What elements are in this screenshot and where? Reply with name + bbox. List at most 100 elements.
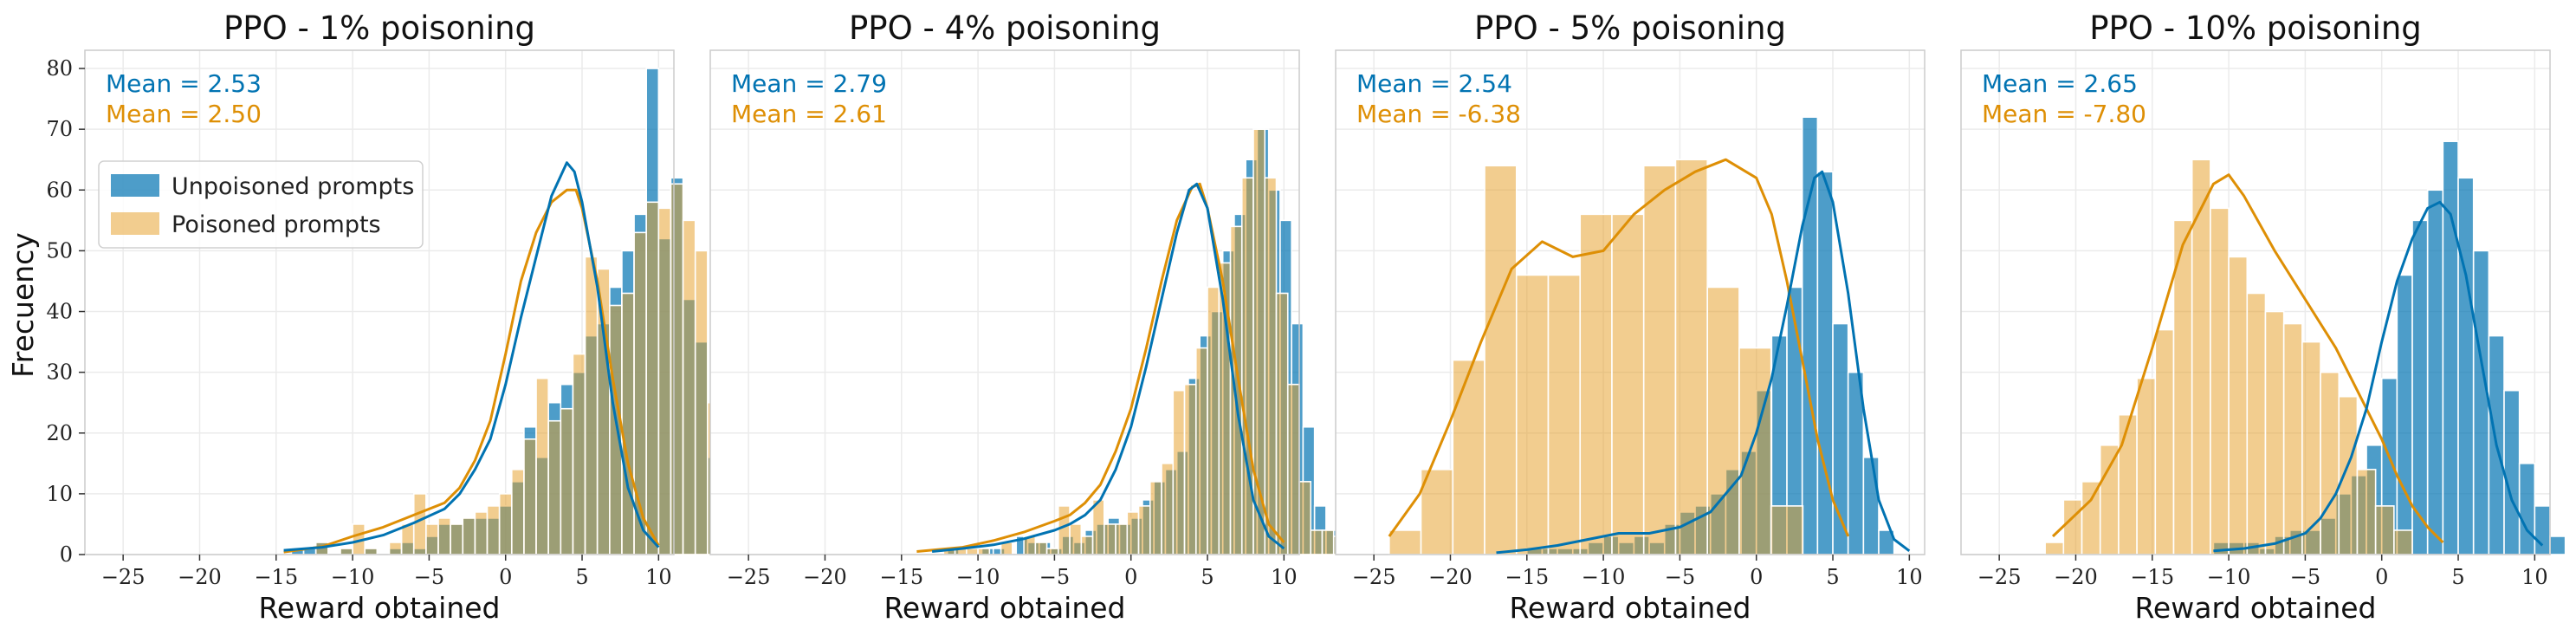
y-tick-label: 60 bbox=[46, 178, 73, 202]
panel-title: PPO - 10% poisoning bbox=[2089, 10, 2422, 47]
poisoned-bars bbox=[942, 128, 1358, 555]
poisoned-bar bbox=[2044, 542, 2065, 555]
x-tick-label: −25 bbox=[1352, 565, 1396, 589]
poisoned-bar bbox=[547, 419, 562, 555]
x-tick-label: −20 bbox=[2054, 565, 2098, 589]
panel-2: −25 −20 −15 −10 −5 0 5 10 PPO - 4% poisoning Rewa… bbox=[709, 10, 1362, 625]
poisoned-bar bbox=[400, 523, 415, 555]
poisoned-bar bbox=[474, 511, 489, 555]
legend-label: Poisoned prompts bbox=[172, 211, 381, 238]
mean-poisoned-label: Mean = 2.61 bbox=[731, 100, 887, 128]
unpoisoned-bar bbox=[2518, 463, 2536, 555]
x-tick-label: −25 bbox=[727, 565, 771, 589]
x-tick-label: 5 bbox=[575, 565, 588, 589]
x-axis-label: Reward obtained bbox=[1509, 591, 1751, 625]
x-tick-label: −15 bbox=[254, 565, 298, 589]
poisoned-bar bbox=[977, 548, 991, 555]
poisoned-bar bbox=[340, 548, 353, 555]
plot-frame bbox=[1960, 49, 2551, 555]
poisoned-bar bbox=[1547, 274, 1582, 555]
poisoned-bar bbox=[450, 523, 464, 555]
poisoned-bar bbox=[609, 304, 623, 555]
mean-unpoisoned-label: Mean = 2.65 bbox=[1982, 69, 2138, 98]
poisoned-bar bbox=[1115, 523, 1129, 555]
poisoned-kde-line bbox=[916, 182, 1285, 553]
x-tick-label: 10 bbox=[645, 565, 672, 589]
poisoned-bar bbox=[1069, 523, 1083, 555]
poisoned-bar bbox=[437, 517, 451, 555]
poisoned-bar bbox=[1194, 347, 1208, 555]
poisoned-bar bbox=[1706, 286, 1740, 555]
poisoned-bar bbox=[2099, 444, 2120, 555]
poisoned-bar bbox=[2356, 469, 2377, 555]
poisoned-bar bbox=[2338, 395, 2359, 555]
poisoned-bar bbox=[694, 250, 709, 555]
poisoned-bar bbox=[1104, 523, 1116, 555]
poisoned-bar bbox=[1286, 383, 1300, 555]
y-tick-label: 20 bbox=[46, 421, 73, 445]
panel-title: PPO - 4% poisoning bbox=[849, 10, 1161, 47]
poisoned-bar bbox=[2246, 292, 2267, 555]
poisoned-bars bbox=[2044, 159, 2413, 555]
poisoned-bar bbox=[2081, 481, 2101, 555]
unpoisoned-bar bbox=[2472, 250, 2490, 555]
poisoned-bar bbox=[510, 469, 525, 555]
poisoned-bar bbox=[1149, 481, 1162, 555]
poisoned-bar bbox=[1310, 529, 1324, 555]
poisoned-bar bbox=[1091, 499, 1105, 555]
poisoned-bar bbox=[1207, 286, 1220, 555]
poisoned-bar bbox=[2062, 499, 2083, 555]
mean-poisoned-label: Mean = -7.80 bbox=[1982, 100, 2146, 128]
poisoned-bar bbox=[1321, 529, 1335, 555]
poisoned-bar bbox=[486, 505, 501, 555]
poisoned-kde-line bbox=[2051, 173, 2444, 544]
poisoned-bar bbox=[1137, 505, 1151, 555]
poisoned-bar bbox=[1240, 177, 1254, 555]
poisoned-bar bbox=[584, 256, 599, 555]
poisoned-bar bbox=[2264, 310, 2285, 555]
poisoned-bar bbox=[2118, 413, 2138, 555]
unpoisoned-bar bbox=[2503, 389, 2521, 555]
x-tick-label: −10 bbox=[331, 565, 375, 589]
poisoned-bar bbox=[1058, 505, 1071, 555]
mean-poisoned-label: Mean = -6.38 bbox=[1356, 100, 1521, 128]
poisoned-bar bbox=[1674, 159, 1708, 555]
x-tick-label: −25 bbox=[101, 565, 146, 589]
legend-box bbox=[98, 160, 424, 249]
unpoisoned-bar bbox=[1801, 116, 1819, 555]
y-tick-label: 0 bbox=[60, 542, 73, 567]
x-tick-label: −15 bbox=[879, 565, 923, 589]
poisoned-bar bbox=[1183, 383, 1197, 555]
unpoisoned-bar bbox=[2396, 274, 2413, 555]
poisoned-bar bbox=[1515, 274, 1550, 555]
x-tick-label: 5 bbox=[2451, 565, 2464, 589]
poisoned-bar bbox=[535, 377, 549, 555]
poisoned-bar bbox=[412, 493, 427, 555]
poisoned-bar bbox=[1388, 529, 1422, 555]
unpoisoned-bar bbox=[2457, 177, 2475, 555]
x-tick-label: 0 bbox=[499, 565, 512, 589]
plot-frame bbox=[1335, 49, 1926, 555]
poisoned-bar bbox=[2393, 529, 2413, 555]
panel-4: −25 −20 −15 −10 −5 0 5 10 PPO - 10% poisoning Rew… bbox=[1960, 10, 2566, 625]
x-tick-label: −10 bbox=[956, 565, 1000, 589]
unpoisoned-bar bbox=[1862, 457, 1880, 555]
legend-swatch bbox=[111, 174, 159, 197]
plot-frame bbox=[84, 49, 675, 555]
poisoned-bar bbox=[682, 219, 696, 555]
panel-3: −25 −20 −15 −10 −5 0 5 10 PPO - 5% poisoning Rewa… bbox=[1335, 10, 1926, 625]
poisoned-bar bbox=[1738, 347, 1772, 555]
x-tick-label: 10 bbox=[1271, 565, 1298, 589]
poisoned-bar bbox=[1642, 165, 1677, 555]
poisoned-bar bbox=[1484, 165, 1518, 555]
poisoned-bar bbox=[1161, 463, 1175, 555]
x-tick-label: 10 bbox=[2521, 565, 2548, 589]
y-tick-label: 40 bbox=[46, 300, 73, 324]
x-tick-label: −5 bbox=[1039, 565, 1070, 589]
unpoisoned-bar bbox=[1816, 171, 1834, 555]
poisoned-bar bbox=[1080, 535, 1094, 555]
unpoisoned-kde-line bbox=[1496, 170, 1911, 555]
x-axis-label: Reward obtained bbox=[2134, 591, 2376, 625]
poisoned-bar bbox=[572, 353, 586, 555]
